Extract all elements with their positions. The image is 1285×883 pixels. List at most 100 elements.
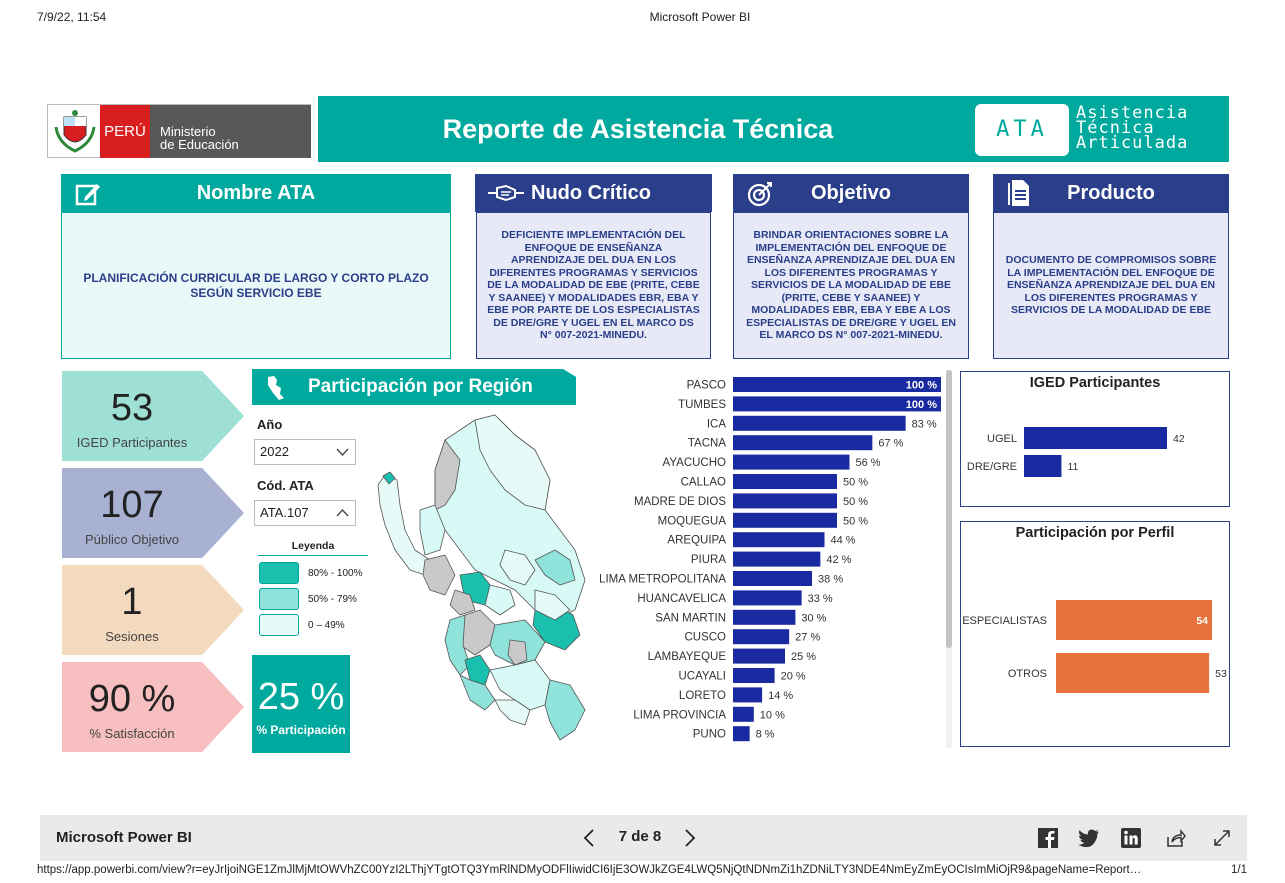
twitter-icon[interactable] xyxy=(1078,829,1100,847)
bar[interactable] xyxy=(733,648,785,664)
peru-shield-icon xyxy=(54,109,96,155)
bar-category-label: LAMBAYEQUE xyxy=(648,651,727,663)
bar[interactable] xyxy=(733,571,813,586)
bar-category-label: TUMBES xyxy=(678,399,726,411)
bar-value-label: 8 % xyxy=(756,729,775,741)
bar[interactable] xyxy=(733,415,906,431)
bar-value-label: 56 % xyxy=(855,457,880,469)
region-bar-chart: PASCO 100 % TUMBES 100 % ICA 83 % TACNA 67 % AYA… xyxy=(600,377,941,742)
card-nombre-header: Nombre ATA xyxy=(61,174,451,212)
bar[interactable] xyxy=(733,590,802,606)
handshake-icon xyxy=(488,184,524,202)
kpi-card: 107 Público Objetivo xyxy=(62,468,244,558)
bar[interactable] xyxy=(733,474,837,489)
bar[interactable] xyxy=(733,512,837,528)
bar-category-label: LIMA METROPOLITANA xyxy=(600,574,726,586)
bar[interactable] xyxy=(733,551,821,567)
target-icon xyxy=(747,182,772,207)
bar[interactable] xyxy=(1024,427,1167,449)
year-select[interactable]: 2022 xyxy=(254,439,356,465)
footer-brand: Microsoft Power BI xyxy=(56,829,192,846)
bar-category-label: PASCO xyxy=(687,380,726,392)
card-nombre-body: PLANIFICACIÓN CURRICULAR DE LARGO Y CORT… xyxy=(61,212,451,359)
chevron-down-icon xyxy=(336,448,349,456)
bar-category-label: ICA xyxy=(707,418,727,430)
bar-value-label: 50 % xyxy=(843,477,868,489)
fullscreen-icon[interactable] xyxy=(1212,828,1232,848)
bar[interactable] xyxy=(733,435,873,451)
ata-line3: Articulada xyxy=(1076,133,1189,153)
bar[interactable] xyxy=(733,532,825,548)
legend-title: Leyenda xyxy=(258,540,368,556)
bar[interactable] xyxy=(733,706,754,722)
ata-line1: Asistencia xyxy=(1076,103,1189,123)
year-select-value: 2022 xyxy=(260,444,289,459)
page-url: https://app.powerbi.com/view?r=eyJrIjoiN… xyxy=(37,864,1142,876)
peru-region-map[interactable] xyxy=(375,410,600,745)
kpi-value: 53 xyxy=(110,387,154,429)
facebook-icon[interactable] xyxy=(1038,828,1058,848)
participation-card: 25 % % Participación xyxy=(252,655,350,753)
bar[interactable] xyxy=(733,668,775,683)
bar[interactable] xyxy=(1056,600,1212,640)
card-nudo-title: Nudo Crítico xyxy=(531,182,651,204)
card-objetivo-title: Objetivo xyxy=(810,182,891,204)
kpi-label: % Satisfacción xyxy=(89,726,175,741)
bar-value-label: 54 xyxy=(1196,615,1208,627)
legend-swatch xyxy=(259,614,299,636)
iged-panel: IGED Participantes UGEL 42 DRE/GRE 11 xyxy=(960,371,1230,507)
bar-value-label: 14 % xyxy=(768,690,793,702)
bar-category-label: AREQUIPA xyxy=(667,535,726,547)
bar-category-label: TACNA xyxy=(688,438,726,450)
bar-value-label: 42 xyxy=(1173,433,1185,445)
bar-category-label: PIURA xyxy=(691,554,726,566)
bar-value-label: 27 % xyxy=(795,632,820,644)
print-page-count: 1/1 xyxy=(1231,864,1247,876)
prev-page-icon[interactable] xyxy=(583,828,595,848)
bar-category-label: ESPECIALISTAS xyxy=(962,615,1047,627)
code-select-value: ATA.107 xyxy=(260,505,309,520)
logo-country: PERÚ xyxy=(100,105,150,158)
bar-category-label: HUANCAVELICA xyxy=(637,593,726,605)
bar-category-label: UGEL xyxy=(987,433,1017,445)
bar-value-label: 83 % xyxy=(912,418,937,430)
legend-label: 50% - 79% xyxy=(308,594,357,605)
legend-label: 80% - 100% xyxy=(308,568,363,579)
bar[interactable] xyxy=(733,609,796,625)
perfil-panel: Participación por Perfil ESPECIALISTAS 54… xyxy=(960,521,1230,747)
bar[interactable] xyxy=(733,377,941,392)
kpi-label: Sesiones xyxy=(105,629,159,644)
ministry-logo: PERÚ Ministerio de Educación xyxy=(47,104,311,158)
next-page-icon[interactable] xyxy=(684,828,696,848)
bar[interactable] xyxy=(733,493,837,509)
edit-icon xyxy=(75,184,100,206)
bar[interactable] xyxy=(733,629,790,645)
chart-scrollbar[interactable] xyxy=(946,370,952,748)
bar-category-label: CUSCO xyxy=(684,632,726,644)
bar-value-label: 67 % xyxy=(878,438,903,450)
card-nudo-body: DEFICIENTE IMPLEMENTACIÓN DEL ENFOQUE DE… xyxy=(476,212,711,359)
bar-value-label: 11 xyxy=(1067,461,1078,473)
bar[interactable] xyxy=(733,687,763,703)
scrollbar-thumb[interactable] xyxy=(946,370,952,648)
bar-category-label: LORETO xyxy=(679,690,726,702)
print-page-title: Microsoft Power BI xyxy=(649,10,751,24)
kpi-value: 107 xyxy=(100,484,164,526)
bar[interactable] xyxy=(1024,455,1062,477)
share-icon[interactable] xyxy=(1166,828,1186,848)
bar[interactable] xyxy=(1056,653,1210,693)
card-objetivo-body: BRINDAR ORIENTACIONES SOBRE LA IMPLEMENT… xyxy=(733,212,969,359)
card-nombre-title: Nombre ATA xyxy=(196,182,316,204)
bar-category-label: AYACUCHO xyxy=(663,457,727,469)
document-icon xyxy=(1008,180,1029,206)
bar-category-label: MADRE DE DIOS xyxy=(634,496,726,508)
code-select[interactable]: ATA.107 xyxy=(254,500,356,526)
logo-ministry-line2: de Educación xyxy=(160,137,239,152)
bar[interactable] xyxy=(733,396,941,412)
linkedin-icon[interactable] xyxy=(1121,828,1141,848)
kpi-label: Público Objetivo xyxy=(85,532,179,547)
bar-category-label: SAN MARTIN xyxy=(655,612,726,624)
bar[interactable] xyxy=(733,726,750,742)
bar[interactable] xyxy=(733,454,850,470)
kpi-card: 90 % % Satisfacción xyxy=(62,662,244,752)
